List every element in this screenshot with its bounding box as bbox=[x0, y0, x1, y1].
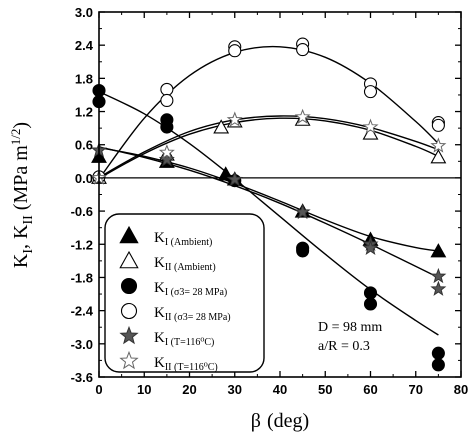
legend-marker-4 bbox=[119, 325, 139, 345]
y-label-sub1: I bbox=[21, 249, 36, 254]
data-point-series-4 bbox=[226, 171, 243, 187]
y-tick-label: 0.6 bbox=[75, 138, 93, 153]
y-axis-ticks: 3.0 2.4 1.8 1.2 0.6 0.0 -0.6 -1.2 -1.8 -2.4 -3.0 -3… bbox=[71, 5, 461, 385]
data-point-series-5 bbox=[294, 108, 311, 124]
data-point-series-3 bbox=[363, 85, 378, 99]
legend-marker-3 bbox=[120, 302, 138, 320]
x-tick-label: 80 bbox=[454, 382, 468, 397]
fit-curves bbox=[99, 45, 439, 336]
legend-marker-0 bbox=[119, 225, 139, 244]
data-points bbox=[90, 37, 447, 372]
legend-label-1: KII (Ambient) bbox=[154, 255, 216, 273]
y-tick-label: -1.8 bbox=[71, 270, 93, 285]
x-tick-label: 0 bbox=[95, 382, 102, 397]
legend-box bbox=[104, 213, 265, 373]
x-tick-label: 20 bbox=[182, 382, 196, 397]
y-label-k1: K bbox=[10, 253, 32, 268]
data-point-series-2 bbox=[296, 241, 310, 255]
y-tick-label: -1.2 bbox=[71, 237, 93, 252]
legend-label-2: KI (σ3= 28 MPa) bbox=[154, 280, 227, 298]
data-point-series-4 bbox=[158, 151, 175, 167]
y-label-close: ) bbox=[10, 122, 32, 129]
data-point-series-3 bbox=[296, 43, 310, 57]
y-tick-label: -2.4 bbox=[71, 304, 94, 319]
y-axis-label: KI, KII (MPa m1/2) bbox=[8, 122, 36, 268]
legend-label-main: K bbox=[154, 280, 165, 296]
legend-label-sub: II (Ambient) bbox=[165, 262, 216, 273]
x-tick-label: 10 bbox=[137, 382, 151, 397]
data-point-series-2 bbox=[160, 120, 174, 134]
fit-curve-series-1 bbox=[99, 117, 439, 180]
y-label-unit: (MPa m bbox=[10, 145, 32, 215]
legend-marker-1 bbox=[119, 250, 139, 269]
legend-label-3: KII (σ3= 28 MPa) bbox=[154, 305, 231, 323]
x-axis-unit: (deg) bbox=[267, 410, 309, 432]
data-point-series-2 bbox=[431, 346, 445, 360]
legend-label-sub: II (σ3= 28 MPa) bbox=[165, 312, 231, 323]
y-tick-label: 0.0 bbox=[75, 171, 93, 186]
legend-label-main: K bbox=[154, 305, 165, 321]
y-tick-label: 1.2 bbox=[75, 105, 93, 120]
legend-label-sub: I (σ3= 28 MPa) bbox=[165, 287, 227, 298]
annotation-ratio: a/R = 0.3 bbox=[318, 339, 370, 354]
legend-label-5: KII (T=116⁰C) bbox=[154, 355, 218, 373]
data-point-series-5 bbox=[362, 118, 379, 134]
legend-label-4: KI (T=116⁰C) bbox=[154, 330, 214, 348]
x-axis-symbol: β bbox=[251, 410, 261, 432]
data-point-series-2 bbox=[363, 286, 378, 300]
legend-label-sub: I (Ambient) bbox=[165, 237, 213, 248]
fit-curve-series-2 bbox=[99, 90, 439, 336]
y-label-exp: 1/2 bbox=[8, 129, 23, 146]
legend-marker-5 bbox=[119, 350, 139, 370]
data-point-series-4 bbox=[430, 280, 447, 296]
data-point-series-3 bbox=[160, 82, 174, 96]
data-point-series-2 bbox=[363, 297, 378, 311]
x-axis-label: β (deg) bbox=[251, 410, 309, 432]
data-point-series-1 bbox=[213, 119, 230, 134]
data-point-series-3 bbox=[160, 93, 174, 108]
data-point-series-3 bbox=[228, 44, 242, 58]
data-point-series-3 bbox=[431, 118, 445, 132]
data-point-series-2 bbox=[431, 358, 445, 372]
y-tick-label: 3.0 bbox=[75, 5, 93, 20]
legend-label-main: K bbox=[154, 230, 165, 246]
fit-curve-series-5 bbox=[99, 115, 439, 179]
y-label-k2: , K bbox=[10, 224, 32, 249]
x-tick-label: 50 bbox=[318, 382, 332, 397]
legend-label-sub: I (T=116⁰C) bbox=[165, 337, 215, 348]
legend-label-main: K bbox=[154, 255, 165, 271]
legend-label-main: K bbox=[154, 330, 165, 346]
y-tick-label: -0.6 bbox=[71, 204, 93, 219]
data-point-series-5 bbox=[226, 111, 243, 127]
legend-label-main: K bbox=[154, 355, 165, 371]
annotation-diameter: D = 98 mm bbox=[318, 320, 382, 335]
x-tick-label: 70 bbox=[409, 382, 423, 397]
data-point-series-1 bbox=[430, 149, 447, 164]
data-point-series-4 bbox=[430, 267, 447, 284]
x-tick-label: 60 bbox=[363, 382, 377, 397]
legend: KI (Ambient)KII (Ambient)KI (σ3= 28 MPa)… bbox=[104, 213, 265, 373]
legend-label-sub: II (T=116⁰C) bbox=[165, 362, 218, 373]
y-tick-label: -3.6 bbox=[71, 370, 93, 385]
fit-curve-series-3 bbox=[99, 45, 439, 180]
x-axis-ticks: 0 10 20 30 40 50 60 70 80 bbox=[95, 12, 468, 397]
data-point-series-0 bbox=[217, 166, 234, 181]
x-tick-label: 30 bbox=[228, 382, 242, 397]
legend-label-0: KI (Ambient) bbox=[154, 230, 212, 248]
y-tick-label: 1.8 bbox=[75, 71, 93, 86]
y-tick-label: -3.0 bbox=[71, 337, 93, 352]
y-label-sub2: II bbox=[21, 215, 36, 225]
legend-marker-2 bbox=[120, 277, 138, 295]
data-point-series-5 bbox=[158, 144, 175, 160]
fit-curve-series-0 bbox=[99, 146, 439, 252]
data-point-series-0 bbox=[430, 243, 447, 258]
fit-curve-series-4 bbox=[99, 146, 439, 279]
y-tick-label: 2.4 bbox=[75, 38, 94, 53]
x-tick-label: 40 bbox=[273, 382, 287, 397]
data-point-series-4 bbox=[362, 239, 379, 255]
data-point-series-5 bbox=[430, 137, 447, 153]
data-point-series-4 bbox=[294, 203, 311, 220]
